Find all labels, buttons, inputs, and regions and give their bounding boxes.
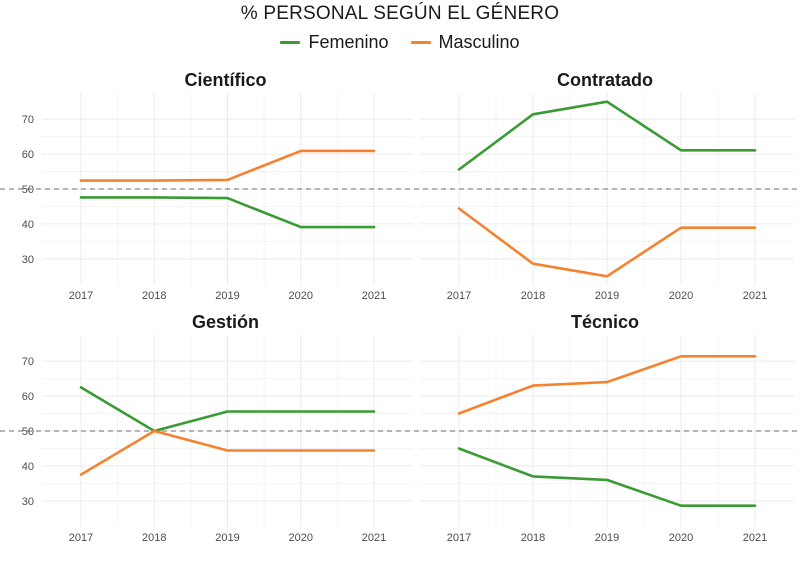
panel-1-x-tick-label: 2019 <box>215 290 239 302</box>
chart-title: % PERSONAL SEGÚN EL GÉNERO <box>240 3 560 24</box>
legend-swatch-masculino <box>410 41 431 44</box>
panel-4-x-tick-label: 2017 <box>447 532 471 544</box>
panel-4-line-femenino <box>457 447 757 508</box>
legend-item-masculino: Masculino <box>410 32 520 53</box>
panel-2-x-tick-label: 2019 <box>595 290 619 302</box>
panel-4-title: Técnico <box>571 312 639 332</box>
panel-3-y-tick-label: 70 <box>22 356 34 368</box>
panel-1-y-tick-label: 40 <box>22 219 34 231</box>
panel-1-y-tick-label: 70 <box>22 114 34 126</box>
panel-3-x-tick-label: 2019 <box>215 532 239 544</box>
panel-1-y-tick-label: 50 <box>22 184 34 196</box>
panel-2-x-tick-label: 2017 <box>447 290 471 302</box>
panel-3-x-tick-label: 2018 <box>142 532 166 544</box>
panel-2-title: Contratado <box>557 70 653 90</box>
panel-3-line-femenino <box>79 386 376 433</box>
panel-4-x-tick-label: 2021 <box>743 532 767 544</box>
panel-3-line-masculino <box>79 429 376 476</box>
panel-1-x-tick-label: 2018 <box>142 290 166 302</box>
panel-3-title: Gestión <box>192 312 259 332</box>
panel-3-y-tick-label: 60 <box>22 391 34 403</box>
panel-2-x-tick-label: 2018 <box>521 290 545 302</box>
legend-label-femenino: Femenino <box>308 32 389 52</box>
panel-1-y-tick-label: 60 <box>22 149 34 161</box>
panel-3-x-tick-label: 2017 <box>69 532 93 544</box>
panel-4-x-tick-label: 2018 <box>521 532 545 544</box>
legend-swatch-femenino <box>280 41 301 44</box>
panel-4-x-tick-label: 2020 <box>669 532 693 544</box>
panel-1-x-tick-label: 2021 <box>362 290 386 302</box>
panel-2-line-masculino <box>457 207 757 278</box>
panel-3-y-tick-label: 40 <box>22 461 34 473</box>
legend-item-femenino: Femenino <box>280 32 389 53</box>
panel-3-y-tick-label: 50 <box>22 426 34 438</box>
panel-1-y-tick-label: 30 <box>22 254 34 266</box>
panel-2-x-tick-label: 2020 <box>669 290 693 302</box>
legend: Femenino Masculino <box>0 32 800 53</box>
panel-1-line-masculino <box>79 149 376 182</box>
panel-3-y-tick-label: 30 <box>22 496 34 508</box>
panel-3-x-tick-label: 2020 <box>289 532 313 544</box>
legend-label-masculino: Masculino <box>438 32 520 52</box>
panel-2-line-femenino <box>457 100 757 171</box>
panel-1-title: Científico <box>184 70 266 90</box>
panel-3-x-tick-label: 2021 <box>362 532 386 544</box>
panel-4-line-masculino <box>457 354 757 415</box>
panel-4-x-tick-label: 2019 <box>595 532 619 544</box>
panel-1-x-tick-label: 2017 <box>69 290 93 302</box>
panel-1-line-femenino <box>79 196 376 229</box>
panel-2-x-tick-label: 2021 <box>743 290 767 302</box>
panel-1-x-tick-label: 2020 <box>289 290 313 302</box>
